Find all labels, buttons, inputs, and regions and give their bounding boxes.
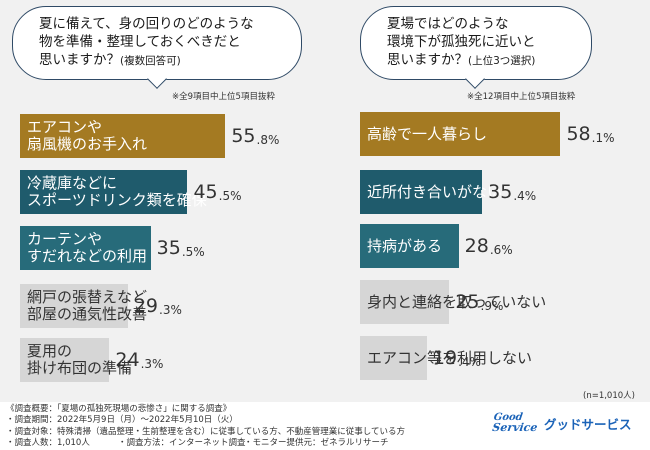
left-bar-3-label-1: 網戸の張替えなど <box>27 288 148 306</box>
right-value-2: 28.6% <box>465 224 513 268</box>
left-bar-1-label-2: スポーツドリンク類を確保 <box>27 191 207 209</box>
left-question-line3: 思いますか？(複数回答可) <box>39 51 283 70</box>
right-bar-0-label: 高齢で一人暮らし <box>367 124 488 143</box>
survey-target: ・調査対象：特殊清掃（遺品整理・生前整理を含む）に従事している方、不動産管理業に… <box>6 426 405 437</box>
survey-details-row: ・調査人数：1,010人 ・調査方法：インターネット調査 ・モニター提供元：ゼネ… <box>6 438 405 449</box>
survey-method: ・調査方法：インターネット調査 <box>118 437 246 448</box>
right-value-3-dec: .9% <box>480 299 504 313</box>
right-bar-0: 高齢で一人暮らし <box>360 112 561 156</box>
left-value-3: 29.3% <box>134 284 182 328</box>
left-value-3-dec: .3% <box>159 303 182 317</box>
left-value-2-int: 35 <box>156 237 181 259</box>
right-value-4: 19.4% <box>433 336 481 380</box>
left-question-line3-main: 思いますか？ <box>39 52 120 68</box>
brand-logo-text: グッドサービス <box>544 416 632 432</box>
left-question-line3-sub: (複数回答可) <box>120 55 181 67</box>
right-question-line3-main: 思いますか？ <box>387 52 468 68</box>
left-bar-2-label-2: すだれなどの利用 <box>27 247 148 265</box>
right-bar-4: エアコン等を利用しない <box>360 336 532 380</box>
left-bar-4: 夏用の 掛け布団の準備 <box>20 338 132 382</box>
survey-title: 《調査概要：「夏場の孤独死現場の悲惨さ」に関する調査》 <box>6 404 232 414</box>
right-bar-3-label: 身内と連絡を取っていない <box>367 292 547 311</box>
right-value-0-int: 58 <box>566 123 591 145</box>
left-value-1: 45.5% <box>193 170 241 214</box>
right-bar-1: 近所付き合いがない <box>360 170 502 214</box>
survey-summary: 《調査概要：「夏場の孤独死現場の悲惨さ」に関する調査》 ・調査期間：2022年5… <box>6 404 405 449</box>
brand-logo: Good Service グッドサービス <box>491 410 641 436</box>
right-bar-1-label: 近所付き合いがない <box>367 182 503 201</box>
right-bar-2-label: 持病がある <box>367 236 443 255</box>
left-value-2-dec: .5% <box>181 245 205 259</box>
survey-count: ・調査人数：1,010人 <box>6 437 90 448</box>
left-question-bubble: 夏に備えて、身の回りのどのような 物を準備・整理しておくべきだと 思いますか？(… <box>12 6 302 80</box>
sample-size-note: (n=1,010人) <box>583 391 635 401</box>
brand-logo-mark-line2: Service <box>491 421 539 434</box>
right-value-4-dec: .4% <box>458 355 481 369</box>
right-value-1-int: 35 <box>488 181 513 203</box>
left-bar-3-label-2: 部屋の通気性改善 <box>27 305 148 323</box>
survey-period: ・調査期間：2022年5月9日（月）～2022年5月10日（火） <box>6 415 238 426</box>
left-value-4-dec: .3% <box>140 357 164 371</box>
left-bar-0-label-1: エアコンや <box>27 118 103 136</box>
right-value-1-dec: .4% <box>513 189 537 203</box>
left-bar-0: エアコンや 扇風機のお手入れ <box>20 114 226 158</box>
right-value-0-dec: .1% <box>591 131 615 145</box>
left-value-3-int: 29 <box>133 295 158 317</box>
right-value-4-int: 19 <box>432 347 458 369</box>
right-value-1: 35.4% <box>488 170 536 214</box>
right-note: ※全12項目中上位5項目抜粋 <box>467 92 576 102</box>
right-value-3-int: 25 <box>455 291 480 313</box>
left-value-4: 24.3% <box>115 338 163 382</box>
left-value-2: 35.5% <box>157 226 205 270</box>
left-bar-3: 網戸の張替えなど 部屋の通気性改善 <box>20 284 147 328</box>
right-question-line1: 夏場ではどのような <box>387 16 509 32</box>
left-value-1-dec: .5% <box>218 189 242 203</box>
brand-logo-mark: Good Service <box>491 412 540 434</box>
left-bar-4-label-1: 夏用の <box>27 342 73 360</box>
right-question-line3: 思いますか？(上位3つ選択) <box>387 51 573 70</box>
left-bar-2-label-1: カーテンや <box>27 230 103 248</box>
left-question-line1: 夏に備えて、身の回りのどのような <box>39 16 254 32</box>
right-question-line2: 環境下が孤独死に近いと <box>387 34 536 50</box>
right-value-2-dec: .6% <box>489 243 513 257</box>
left-bar-0-label-2: 扇風機のお手入れ <box>27 135 148 153</box>
left-value-4-int: 24 <box>115 349 140 371</box>
left-value-0: 55.8% <box>231 114 279 158</box>
left-value-1-int: 45 <box>193 181 218 203</box>
right-value-0: 58.1% <box>566 112 614 156</box>
right-bar-3: 身内と連絡を取っていない <box>360 280 546 324</box>
right-bar-4-label: エアコン等を利用しない <box>367 348 533 367</box>
right-value-2-int: 28 <box>464 235 489 257</box>
left-bar-4-label-2: 掛け布団の準備 <box>27 359 133 377</box>
right-question-line3-sub: (上位3つ選択) <box>468 55 536 67</box>
left-value-0-int: 55 <box>231 125 256 147</box>
left-value-0-dec: .8% <box>256 133 280 147</box>
right-question-bubble: 夏場ではどのような 環境下が孤独死に近いと 思いますか？(上位3つ選択) <box>360 6 592 80</box>
survey-provider: ・モニター提供元：ゼネラルリサーチ <box>244 437 389 448</box>
left-bar-1-label-1: 冷蔵庫などに <box>27 174 118 192</box>
right-bar-2: 持病がある <box>360 224 459 268</box>
left-note: ※全9項目中上位5項目抜粋 <box>172 92 275 102</box>
left-bar-2: カーテンや すだれなどの利用 <box>20 226 151 270</box>
right-value-3: 25.9% <box>455 280 503 324</box>
left-bar-1: 冷蔵庫などに スポーツドリンク類を確保 <box>20 170 207 214</box>
left-question-line2: 物を準備・整理しておくべきだと <box>39 34 241 50</box>
